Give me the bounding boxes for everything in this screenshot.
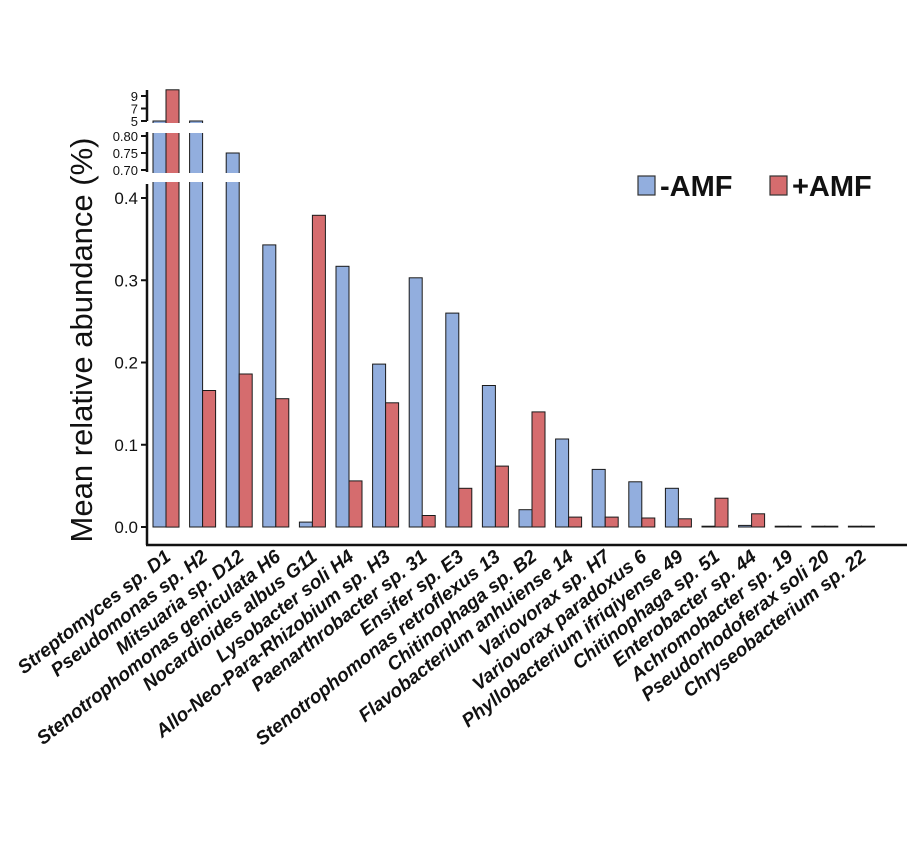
- bars-layer: [152, 89, 875, 528]
- y-tick-label-10: 9: [131, 89, 138, 104]
- bar-plus-amf-13: [641, 517, 656, 528]
- bar-minus-amf-8: [445, 312, 460, 528]
- y-tick-label-8: 5: [131, 114, 138, 129]
- axes: [145, 90, 907, 547]
- axis-break-gap-1: [138, 173, 273, 182]
- bar-minus-amf-19: [847, 525, 862, 528]
- bar-plus-amf-7: [421, 515, 436, 528]
- bar-plus-amf-14: [677, 518, 692, 528]
- bar-plus-amf-18: [824, 525, 839, 528]
- legend: -AMF +AMF: [637, 171, 872, 203]
- y-tick-label-0: 0.0: [114, 518, 138, 537]
- bar-minus-amf-5: [335, 265, 350, 528]
- bar-minus-amf-1: [189, 120, 204, 528]
- bar-minus-amf-10: [518, 509, 533, 528]
- bar-minus-amf-6: [372, 363, 387, 528]
- bar-plus-amf-15: [714, 497, 729, 528]
- bar-plus-amf-11: [568, 516, 583, 528]
- legend-swatch-minus-amf: [637, 175, 656, 196]
- bar-minus-amf-3: [262, 244, 277, 528]
- bar-minus-amf-4: [298, 521, 313, 528]
- y-tick-label-3: 0.3: [114, 271, 138, 290]
- bar-minus-amf-16: [738, 524, 753, 528]
- bar-plus-amf-12: [604, 516, 619, 528]
- axis-breaks: [138, 123, 273, 182]
- y-tick-label-5: 0.70: [113, 163, 138, 178]
- legend-label-plus-amf: +AMF: [792, 171, 872, 203]
- bar-minus-amf-9: [481, 385, 496, 528]
- y-tick-label-7: 0.80: [113, 129, 138, 144]
- bar-plus-amf-4: [311, 214, 326, 528]
- y-tick-label-1: 0.1: [114, 436, 138, 455]
- bar-plus-amf-2: [238, 373, 253, 528]
- bar-plus-amf-19: [860, 525, 875, 528]
- bar-minus-amf-17: [774, 525, 789, 528]
- bar-minus-amf-2: [225, 152, 240, 528]
- y-tick-label-6: 0.75: [113, 146, 138, 161]
- bar-plus-amf-3: [275, 398, 290, 528]
- bar-minus-amf-12: [591, 468, 606, 528]
- bar-plus-amf-6: [385, 402, 400, 528]
- bar-minus-amf-18: [811, 525, 826, 528]
- bar-minus-amf-11: [555, 438, 570, 528]
- bar-plus-amf-8: [458, 487, 473, 528]
- bar-minus-amf-7: [408, 277, 423, 528]
- legend-label-minus-amf: -AMF: [660, 171, 732, 203]
- bar-plus-amf-16: [751, 513, 766, 528]
- bar-minus-amf-14: [664, 487, 679, 528]
- axis-break-gap-0: [138, 123, 273, 133]
- bar-plus-amf-5: [348, 480, 363, 528]
- bar-plus-amf-0: [165, 89, 180, 528]
- bar-plus-amf-1: [202, 390, 217, 528]
- y-tick-label-4: 0.4: [114, 189, 138, 208]
- bar-plus-amf-10: [531, 411, 546, 528]
- y-axis-title: Mean relative abundance (%): [64, 138, 99, 543]
- bar-minus-amf-13: [628, 481, 643, 528]
- bar-plus-amf-9: [494, 465, 509, 528]
- legend-swatch-plus-amf: [769, 175, 788, 196]
- y-tick-label-9: 7: [131, 102, 138, 117]
- bar-plus-amf-17: [787, 525, 802, 528]
- y-tick-label-2: 0.2: [114, 354, 138, 373]
- bar-minus-amf-15: [701, 525, 716, 528]
